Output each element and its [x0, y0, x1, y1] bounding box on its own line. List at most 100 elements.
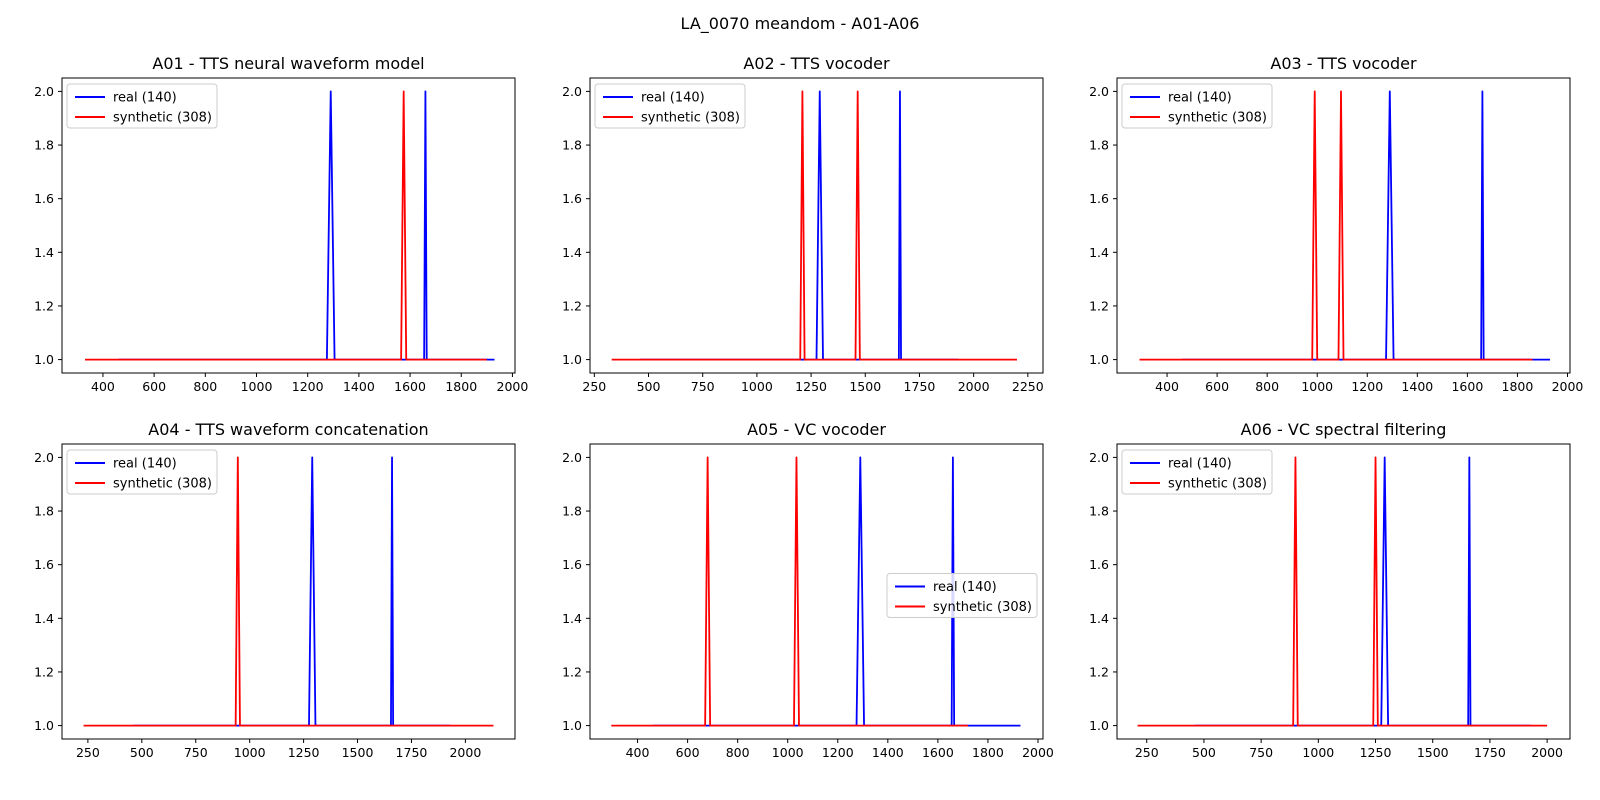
- x-tick-label: 1000: [1302, 745, 1334, 760]
- y-tick-label: 2.0: [34, 84, 54, 99]
- series-line-real: [1194, 456, 1532, 727]
- y-tick-label: 1.2: [1089, 664, 1109, 679]
- series-line-real: [1182, 90, 1550, 361]
- subplot-grid: A01 - TTS neural waveform model 400 600 800…: [34, 54, 1583, 760]
- x-tick-label: 1800: [1502, 379, 1534, 394]
- x-tick-label: 1750: [396, 745, 428, 760]
- x-tick-label: 2000: [497, 379, 529, 394]
- series-line-synthetic: [85, 90, 487, 361]
- x-tick-label: 1750: [904, 379, 936, 394]
- y-tick-label: 1.8: [34, 504, 54, 519]
- x-tick-label: 1000: [741, 379, 773, 394]
- y-tick-label: 1.2: [562, 664, 582, 679]
- x-tick-label: 1600: [394, 379, 426, 394]
- y-tick-label: 1.6: [562, 191, 582, 206]
- x-tick-label: 1800: [972, 745, 1004, 760]
- series-line-synthetic: [83, 456, 494, 727]
- legend-label: real (140): [1168, 91, 1232, 106]
- legend-label: synthetic (308): [933, 600, 1032, 615]
- subplot-5: A05 - VC vocoder 400 600 800 1000 1200 1400 160…: [562, 420, 1054, 760]
- x-tick-label: 2000: [449, 745, 481, 760]
- y-tick-label: 2.0: [1089, 450, 1109, 465]
- x-tick-label: 1000: [234, 745, 266, 760]
- y-tick-label: 1.0: [34, 718, 54, 733]
- subplot-4: A04 - TTS waveform concatenation 250 500 75…: [34, 420, 516, 760]
- y-tick-label: 1.0: [562, 718, 582, 733]
- y-tick-label: 1.4: [1089, 245, 1109, 260]
- plot-frame: [589, 443, 1044, 740]
- y-tick-label: 1.2: [1089, 298, 1109, 313]
- x-tick-label: 1250: [288, 745, 320, 760]
- x-tick-label: 1200: [292, 379, 324, 394]
- x-tick-label: 1600: [1451, 379, 1483, 394]
- x-tick-label: 1200: [1351, 379, 1383, 394]
- legend: real (140) synthetic (308): [886, 573, 1038, 618]
- y-tick-label: 1.0: [562, 352, 582, 367]
- y-tick-label: 2.0: [562, 84, 582, 99]
- series-line-real: [639, 90, 959, 361]
- y-tick-label: 1.4: [34, 245, 54, 260]
- y-tick-label: 1.4: [562, 245, 582, 260]
- subplot-title: A05 - VC vocoder: [747, 420, 886, 439]
- legend-label: real (140): [641, 91, 705, 106]
- x-tick-label: 1200: [822, 745, 854, 760]
- x-tick-label: 1250: [1360, 745, 1392, 760]
- x-tick-label: 250: [76, 745, 100, 760]
- figure-title: LA_0070 meandom - A01-A06: [681, 14, 920, 34]
- x-tick-label: 400: [1155, 379, 1179, 394]
- y-tick-label: 1.6: [1089, 191, 1109, 206]
- x-tick-label: 600: [676, 745, 700, 760]
- y-tick-label: 1.6: [34, 557, 54, 572]
- y-tick-label: 1.6: [1089, 557, 1109, 572]
- plot-frame: [61, 443, 516, 740]
- x-tick-label: 1400: [1401, 379, 1433, 394]
- x-tick-label: 1500: [1417, 745, 1449, 760]
- x-tick-label: 800: [1255, 379, 1279, 394]
- plot-frame: [1116, 443, 1571, 740]
- legend: real (140) synthetic (308): [66, 83, 218, 129]
- legend-label: real (140): [933, 580, 997, 595]
- y-tick-label: 1.2: [34, 298, 54, 313]
- x-tick-label: 2250: [1012, 379, 1044, 394]
- x-tick-label: 1400: [872, 745, 904, 760]
- y-tick-label: 1.8: [562, 504, 582, 519]
- series-line-real: [133, 456, 451, 727]
- x-tick-label: 750: [1249, 745, 1273, 760]
- x-tick-label: 400: [626, 745, 650, 760]
- x-tick-label: 1000: [241, 379, 273, 394]
- x-tick-label: 2000: [1552, 379, 1584, 394]
- x-tick-label: 400: [91, 379, 115, 394]
- subplot-title: A03 - TTS vocoder: [1270, 54, 1417, 73]
- y-tick-label: 1.2: [562, 298, 582, 313]
- y-tick-label: 1.0: [1089, 718, 1109, 733]
- x-tick-label: 1000: [772, 745, 804, 760]
- x-tick-label: 2000: [1022, 745, 1054, 760]
- x-tick-label: 800: [193, 379, 217, 394]
- subplot-title: A01 - TTS neural waveform model: [152, 54, 424, 73]
- legend: real (140) synthetic (308): [66, 449, 218, 495]
- legend: real (140) synthetic (308): [1121, 449, 1273, 495]
- y-tick-label: 1.8: [1089, 504, 1109, 519]
- y-tick-label: 1.8: [562, 138, 582, 153]
- x-tick-label: 750: [691, 379, 715, 394]
- legend-label: synthetic (308): [113, 111, 212, 126]
- legend: real (140) synthetic (308): [594, 83, 746, 129]
- x-tick-label: 1400: [343, 379, 375, 394]
- y-tick-label: 1.6: [562, 557, 582, 572]
- series-line-synthetic: [1139, 90, 1533, 361]
- x-tick-label: 1500: [342, 745, 374, 760]
- x-tick-label: 1600: [922, 745, 954, 760]
- y-tick-label: 2.0: [1089, 84, 1109, 99]
- x-tick-label: 250: [582, 379, 606, 394]
- x-tick-label: 2000: [958, 379, 990, 394]
- legend-label: real (140): [1168, 457, 1232, 472]
- x-tick-label: 250: [1135, 745, 1159, 760]
- legend-label: real (140): [113, 457, 177, 472]
- x-tick-label: 1800: [445, 379, 477, 394]
- y-tick-label: 1.0: [1089, 352, 1109, 367]
- x-tick-label: 500: [1192, 745, 1216, 760]
- subplot-title: A02 - TTS vocoder: [743, 54, 890, 73]
- series-line-real: [118, 90, 495, 361]
- y-tick-label: 1.4: [1089, 611, 1109, 626]
- legend-label: synthetic (308): [1168, 477, 1267, 492]
